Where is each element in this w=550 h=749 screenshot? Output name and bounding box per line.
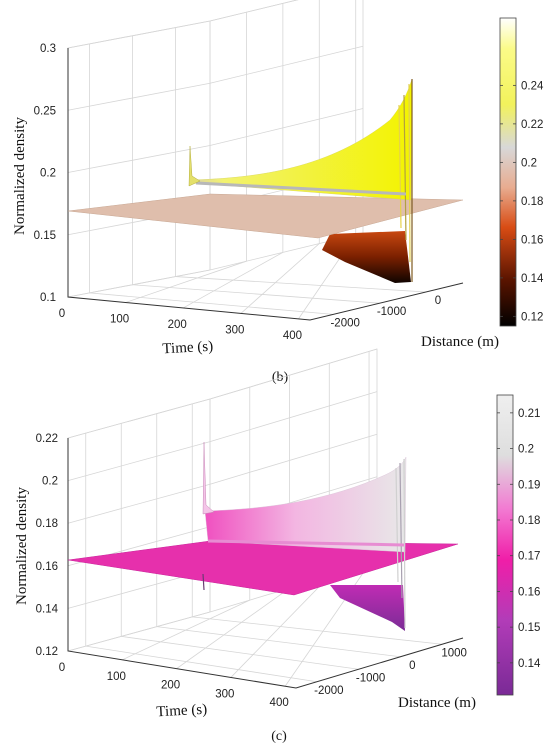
back-wall-edges <box>67 0 364 297</box>
panel-c-caption: (c) <box>271 729 287 744</box>
grid-line <box>176 587 290 669</box>
panel-b-upper-surface <box>189 78 413 201</box>
x-tick-label: 100 <box>107 671 126 683</box>
colorbar-tick-label: 0.12 <box>521 311 543 323</box>
x-tick-label: 100 <box>110 313 129 325</box>
panel-b-colorbar-ticks: 0.12 0.14 0.16 0.18 0.2 0.22 0.24 <box>500 80 544 323</box>
panel-c-colorbar-ticks: 0.14 0.15 0.16 0.17 0.18 0.19 0.2 0.21 <box>497 408 541 670</box>
grid-line <box>89 292 334 315</box>
y-tick-label: -1000 <box>356 672 385 684</box>
grid-line <box>125 260 247 303</box>
panel-c-upper-surface <box>204 456 407 553</box>
y-tick-label: 0 <box>435 295 441 307</box>
grid-line <box>67 45 364 111</box>
panel-b-y-label: Distance (m) <box>421 334 499 350</box>
z-tick-label: 0.16 <box>36 561 58 573</box>
z-tick-label: 0.2 <box>42 476 58 488</box>
z-tick-label: 0.3 <box>40 43 56 55</box>
z-tick-label: 0.12 <box>36 646 58 658</box>
colorbar-tick-label: 0.24 <box>521 80 544 92</box>
panel-c-z-label: Normalized density <box>14 487 30 605</box>
panel-c-baseline-plane <box>67 540 459 596</box>
y-tick-label: -1000 <box>377 306 406 318</box>
panel-c-ticks: 0.12 0.14 0.16 0.18 0.2 0.22 0 100 200 300 400 -200… <box>36 433 467 709</box>
axis-lines <box>67 48 464 321</box>
colorbar-tick-label: 0.19 <box>518 479 540 491</box>
panel-b-trough <box>322 231 411 283</box>
z-tick-label: 0.15 <box>34 230 56 242</box>
x-tick-label: 0 <box>59 662 65 674</box>
y-tick-label: 1000 <box>441 647 467 659</box>
colorbar-tick-label: 0.18 <box>518 515 540 527</box>
colorbar-tick-label: 0.16 <box>518 586 540 598</box>
z-tick-label: 0.14 <box>36 603 59 615</box>
panel-b-z-label: Normalized density <box>12 117 28 235</box>
y-tick-label: -2000 <box>330 317 359 329</box>
grid-line <box>192 616 443 645</box>
grid-line <box>67 0 299 49</box>
panel-c-y-label: Distance (m) <box>398 695 476 711</box>
panel-c-spike-base <box>202 573 205 591</box>
grid-line <box>67 391 378 481</box>
panel-b-ticks: 0.1 0.15 0.2 0.25 0.3 0 100 200 300 400 -2000 -1000… <box>34 43 442 342</box>
x-tick-label: 200 <box>161 680 180 692</box>
x-tick-label: 300 <box>225 324 244 336</box>
colorbar-tick-label: 0.16 <box>521 234 543 246</box>
x-tick-label: 300 <box>215 688 234 700</box>
colorbar-tick-label: 0.17 <box>518 551 540 563</box>
colorbar-tick-label: 0.14 <box>518 658 541 670</box>
panel-c: 0.12 0.14 0.16 0.18 0.2 0.22 0 100 200 300 400 -200… <box>14 348 541 744</box>
y-tick-label: -2000 <box>314 685 343 697</box>
grid-line <box>132 284 380 304</box>
z-tick-label: 0.22 <box>36 433 58 445</box>
grid-line <box>67 232 364 298</box>
x-tick-label: 400 <box>270 697 289 709</box>
colorbar-tick-label: 0.22 <box>521 119 543 131</box>
panel-b: 0.1 0.15 0.2 0.25 0.3 0 100 200 300 400 -2000 -1000… <box>12 0 544 385</box>
colorbar-tick-label: 0.2 <box>518 444 534 456</box>
panel-c-spike <box>202 441 215 515</box>
panel-b-spike <box>188 145 201 187</box>
panel-b-caption: (b) <box>272 370 289 385</box>
x-tick-label: 200 <box>168 319 187 331</box>
colorbar-tick-label: 0.18 <box>521 196 543 208</box>
grid-line <box>284 564 370 687</box>
grid-line <box>156 626 401 658</box>
grid-line <box>85 645 317 683</box>
grid-line <box>67 108 364 173</box>
x-tick-label: 0 <box>59 308 65 320</box>
panel-b-front-stripes <box>195 79 413 282</box>
panel-b-colorbar <box>499 17 517 327</box>
z-tick-label: 0.18 <box>36 518 58 530</box>
colorbar-tick-label: 0.15 <box>518 622 540 634</box>
grid-line <box>121 635 359 670</box>
panel-b-x-label: Time (s) <box>162 339 213 358</box>
colorbar-tick-label: 0.2 <box>521 157 537 169</box>
x-tick-label: 400 <box>283 330 302 342</box>
z-tick-label: 0.25 <box>34 105 56 117</box>
grid-line <box>67 433 378 524</box>
panel-b-grid <box>67 0 464 321</box>
z-tick-label: 0.1 <box>40 292 56 304</box>
colorbar-tick-label: 0.14 <box>521 273 544 285</box>
axis-lines <box>67 438 464 689</box>
z-tick-label: 0.2 <box>40 168 56 180</box>
panel-b-baseline-plane <box>67 193 464 239</box>
colorbar-tick-label: 0.21 <box>518 408 540 420</box>
grid-line <box>67 348 378 439</box>
panel-c-front-stripes <box>207 458 406 629</box>
grid-line <box>240 243 320 314</box>
panel-c-trough <box>330 585 405 631</box>
grid-line <box>175 276 426 293</box>
panel-c-x-label: Time (s) <box>156 702 207 721</box>
y-tick-label: 0 <box>409 660 415 672</box>
panel-c-colorbar <box>496 394 514 696</box>
